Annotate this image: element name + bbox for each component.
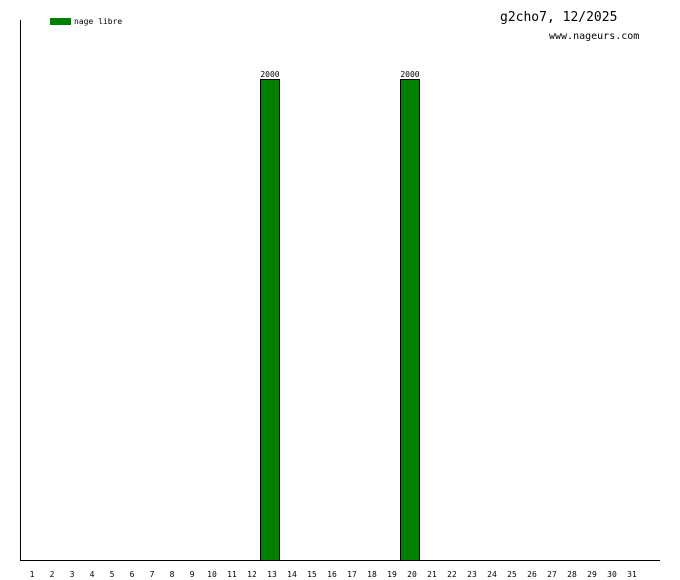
x-tick-label: 29 <box>587 570 597 579</box>
data-label: 2000 <box>400 70 419 79</box>
x-tick-label: 10 <box>207 570 217 579</box>
x-tick-label: 2 <box>50 570 55 579</box>
x-tick-label: 9 <box>190 570 195 579</box>
x-tick-label: 15 <box>307 570 317 579</box>
x-tick-label: 5 <box>110 570 115 579</box>
x-tick-label: 24 <box>487 570 497 579</box>
legend-swatch <box>50 18 71 25</box>
x-tick-label: 14 <box>287 570 297 579</box>
x-tick-label: 1 <box>30 570 35 579</box>
x-tick-label: 20 <box>407 570 417 579</box>
x-tick-label: 25 <box>507 570 517 579</box>
x-tick-label: 17 <box>347 570 357 579</box>
x-tick-label: 28 <box>567 570 577 579</box>
x-tick-label: 26 <box>527 570 537 579</box>
x-tick-label: 18 <box>367 570 377 579</box>
x-tick-label: 6 <box>130 570 135 579</box>
x-tick-label: 11 <box>227 570 237 579</box>
chart-subtitle: www.nageurs.com <box>549 31 640 42</box>
bar <box>400 79 420 561</box>
x-tick-label: 21 <box>427 570 437 579</box>
x-tick-label: 16 <box>327 570 337 579</box>
legend-label: nage libre <box>74 17 123 26</box>
x-tick-label: 19 <box>387 570 397 579</box>
x-tick-label: 8 <box>170 570 175 579</box>
chart-title: g2cho7, 12/2025 <box>500 10 618 25</box>
x-tick-label: 3 <box>70 570 75 579</box>
x-tick-label: 7 <box>150 570 155 579</box>
x-tick-label: 12 <box>247 570 257 579</box>
x-tick-label: 30 <box>607 570 617 579</box>
x-tick-label: 22 <box>447 570 457 579</box>
bar <box>260 79 280 561</box>
x-tick-label: 4 <box>90 570 95 579</box>
x-tick-label: 23 <box>467 570 477 579</box>
legend: nage libre <box>50 17 122 26</box>
x-tick-label: 27 <box>547 570 557 579</box>
x-tick-label: 31 <box>627 570 637 579</box>
data-label: 2000 <box>260 70 279 79</box>
x-tick-label: 13 <box>267 570 277 579</box>
